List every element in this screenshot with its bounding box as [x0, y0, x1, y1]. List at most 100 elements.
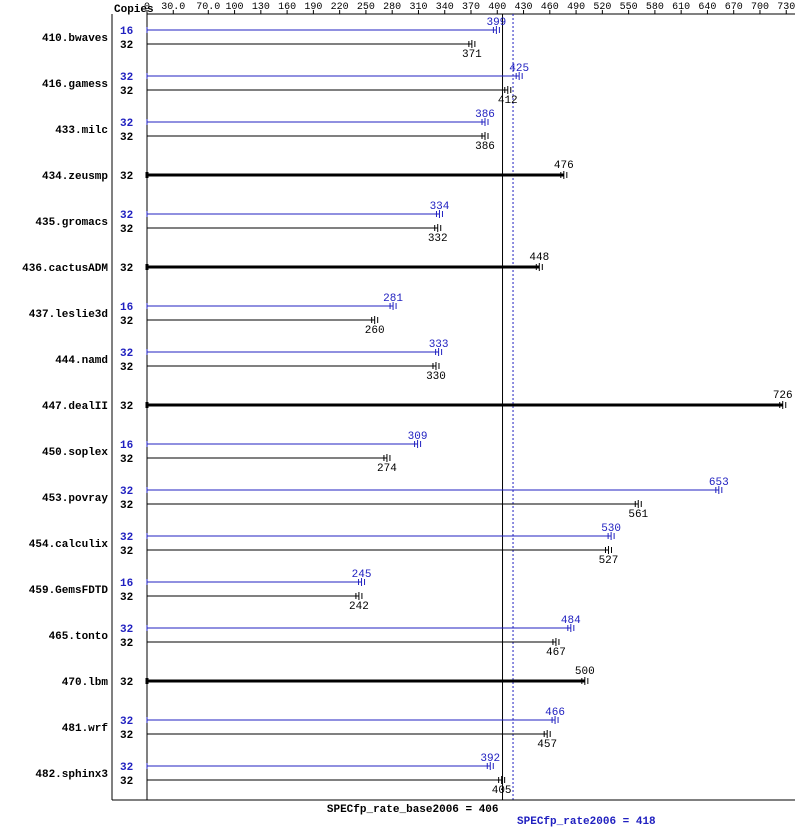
- copies-label-base: 32: [120, 776, 133, 788]
- copies-label: 32: [120, 171, 133, 183]
- benchmark-name: 459.GemsFDTD: [29, 585, 109, 597]
- benchmark-name: 434.zeusmp: [42, 171, 108, 183]
- value-label-peak: 334: [430, 201, 450, 213]
- x-tick-label: 340: [436, 2, 454, 13]
- copies-label-peak: 32: [120, 210, 133, 222]
- benchmark-name: 470.lbm: [62, 677, 109, 689]
- value-label: 500: [575, 666, 595, 678]
- benchmark-name: 481.wrf: [62, 723, 109, 735]
- copies-label-base: 32: [120, 86, 133, 98]
- value-label-peak: 653: [709, 477, 729, 489]
- x-tick-label: 580: [646, 2, 664, 13]
- value-label-peak: 392: [480, 753, 500, 765]
- value-label: 448: [529, 252, 549, 264]
- value-label-peak: 333: [429, 339, 449, 351]
- x-tick-label: 30.0: [161, 2, 185, 13]
- x-tick-label: 400: [488, 2, 506, 13]
- value-label-base: 527: [599, 555, 619, 567]
- value-label-base: 330: [426, 371, 446, 383]
- value-label-peak: 399: [486, 17, 506, 29]
- value-label-base: 274: [377, 463, 397, 475]
- value-label: 726: [773, 390, 793, 402]
- copies-label-peak: 16: [120, 578, 133, 590]
- copies-label: 32: [120, 263, 133, 275]
- x-tick-label: 70.0: [196, 2, 220, 13]
- benchmark-name: 465.tonto: [49, 631, 109, 643]
- value-label-base: 405: [492, 785, 512, 797]
- value-label-peak: 281: [383, 293, 403, 305]
- value-label-base: 561: [628, 509, 648, 521]
- x-tick-label: 430: [515, 2, 533, 13]
- x-tick-label: 160: [278, 2, 296, 13]
- ref-label-base: SPECfp_rate_base2006 = 406: [327, 804, 499, 816]
- value-label-peak: 425: [509, 63, 529, 75]
- copies-label-base: 32: [120, 638, 133, 650]
- value-label-base: 467: [546, 647, 566, 659]
- copies-label-base: 32: [120, 500, 133, 512]
- copies-label: 32: [120, 677, 133, 689]
- x-tick-label: 610: [672, 2, 690, 13]
- x-tick-label: 730: [777, 2, 795, 13]
- value-label-base: 386: [475, 141, 495, 153]
- x-tick-label: 700: [751, 2, 769, 13]
- x-tick-label: 190: [304, 2, 322, 13]
- value-label-peak: 386: [475, 109, 495, 121]
- benchmark-name: 410.bwaves: [42, 33, 108, 45]
- value-label-base: 242: [349, 601, 369, 613]
- x-tick-label: 310: [409, 2, 427, 13]
- benchmark-name: 433.milc: [55, 125, 108, 137]
- benchmark-name: 436.cactusADM: [22, 263, 108, 275]
- value-label: 476: [554, 160, 574, 172]
- copies-label-base: 32: [120, 730, 133, 742]
- value-label-base: 371: [462, 49, 482, 61]
- x-tick-label: 490: [567, 2, 585, 13]
- x-tick-label: 100: [226, 2, 244, 13]
- benchmark-name: 435.gromacs: [35, 217, 108, 229]
- copies-label-peak: 16: [120, 302, 133, 314]
- copies-label-peak: 32: [120, 72, 133, 84]
- copies-label: 32: [120, 401, 133, 413]
- copies-label-peak: 32: [120, 716, 133, 728]
- x-tick-label: 0: [144, 2, 150, 13]
- copies-label-base: 32: [120, 316, 133, 328]
- copies-label-base: 32: [120, 546, 133, 558]
- value-label-base: 457: [537, 739, 557, 751]
- x-tick-label: 460: [541, 2, 559, 13]
- value-label-peak: 484: [561, 615, 581, 627]
- x-tick-label: 370: [462, 2, 480, 13]
- x-tick-label: 220: [331, 2, 349, 13]
- benchmark-name: 454.calculix: [29, 539, 109, 551]
- copies-label-peak: 32: [120, 762, 133, 774]
- x-tick-label: 250: [357, 2, 375, 13]
- copies-label-peak: 16: [120, 26, 133, 38]
- copies-label-base: 32: [120, 40, 133, 52]
- value-label-peak: 466: [545, 707, 565, 719]
- copies-label-peak: 32: [120, 624, 133, 636]
- x-tick-label: 550: [620, 2, 638, 13]
- copies-label-base: 32: [120, 362, 133, 374]
- value-label-base: 332: [428, 233, 448, 245]
- benchmark-name: 453.povray: [42, 493, 108, 505]
- copies-label-base: 32: [120, 132, 133, 144]
- copies-label-base: 32: [120, 224, 133, 236]
- x-tick-label: 670: [725, 2, 743, 13]
- x-tick-label: 280: [383, 2, 401, 13]
- copies-label-peak: 16: [120, 440, 133, 452]
- value-label-peak: 309: [408, 431, 428, 443]
- value-label-base: 260: [365, 325, 385, 337]
- copies-label-peak: 32: [120, 348, 133, 360]
- spec-rate-chart: Copies030.070.01001301601902202502803103…: [0, 0, 799, 831]
- x-tick-label: 640: [698, 2, 716, 13]
- copies-label-peak: 32: [120, 118, 133, 130]
- benchmark-name: 437.leslie3d: [29, 309, 108, 321]
- x-tick-label: 130: [252, 2, 270, 13]
- benchmark-name: 444.namd: [55, 355, 108, 367]
- value-label-base: 412: [498, 95, 518, 107]
- x-tick-label: 520: [593, 2, 611, 13]
- benchmark-name: 482.sphinx3: [35, 769, 108, 781]
- benchmark-name: 450.soplex: [42, 447, 108, 459]
- copies-label-base: 32: [120, 454, 133, 466]
- value-label-peak: 530: [601, 523, 621, 535]
- value-label-peak: 245: [352, 569, 372, 581]
- copies-label-base: 32: [120, 592, 133, 604]
